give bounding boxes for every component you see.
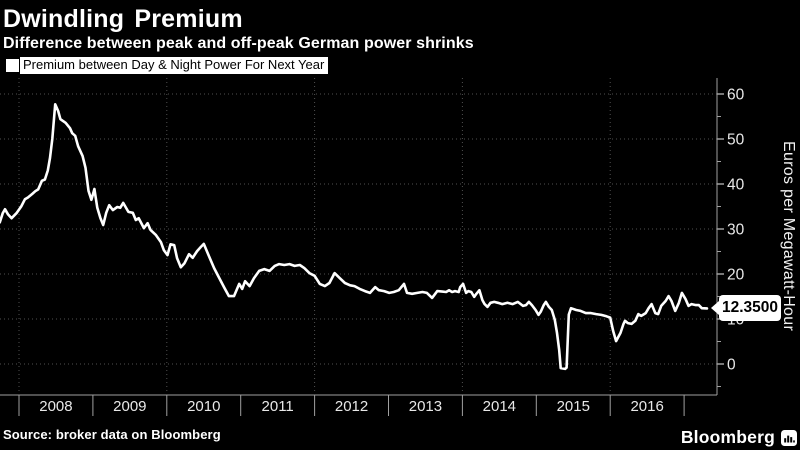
page-title: Dwindling Premium [3, 5, 243, 33]
x-year-label: 2013 [409, 398, 442, 415]
price-line [0, 103, 709, 371]
y-tick-label: 60 [727, 87, 745, 104]
x-year-label: 2016 [630, 398, 663, 415]
x-year-label: 2015 [557, 398, 590, 415]
legend-label: Premium between Day & Night Power For Ne… [20, 56, 329, 74]
x-year-label: 2010 [187, 398, 220, 415]
y-tick-label: 0 [727, 357, 736, 374]
legend: Premium between Day & Night Power For Ne… [6, 56, 329, 74]
y-tick-label: 40 [727, 177, 745, 194]
x-year-label: 2011 [262, 398, 294, 415]
last-price-value: 12.3500 [721, 299, 779, 316]
y-axis-title: Euros per Megawatt-Hour [780, 141, 797, 332]
legend-swatch-icon [6, 58, 19, 72]
x-year-label: 2012 [335, 398, 368, 415]
x-year-label: 2009 [113, 398, 146, 415]
bloomberg-wordmark: Bloomberg [680, 427, 775, 447]
x-year-label: 2008 [39, 398, 72, 415]
y-tick-label: 30 [727, 222, 745, 239]
source-note: Source: broker data on Bloomberg [3, 427, 221, 442]
last-price-callout: 12.3500 [711, 295, 781, 321]
x-year-label: 2014 [483, 398, 516, 415]
y-tick-label: 50 [727, 132, 745, 149]
brand: Bloomberg [681, 427, 797, 448]
bloomberg-terminal-icon [781, 429, 797, 446]
y-tick-label: 20 [727, 267, 745, 284]
page-subtitle: Difference between peak and off-peak Ger… [3, 35, 474, 52]
